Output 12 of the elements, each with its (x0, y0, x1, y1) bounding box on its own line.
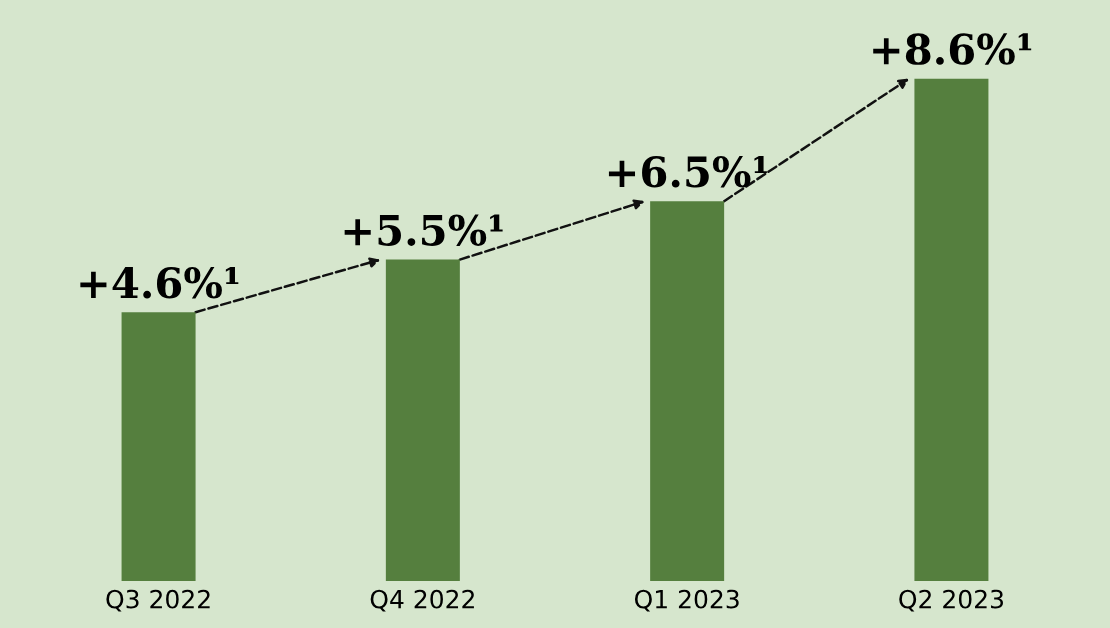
x-tick-label: Q1 2023 (634, 589, 739, 612)
x-tick-label: Q3 2022 (106, 589, 210, 612)
x-tick-label: Q2 2023 (899, 589, 1003, 612)
bar (385, 259, 460, 581)
data-label: +5.5%¹ (344, 214, 503, 246)
data-label: +8.6%¹ (873, 33, 1032, 65)
bar (914, 78, 989, 581)
data-label: +4.6%¹ (80, 267, 239, 299)
data-label: +6.5%¹ (608, 156, 767, 188)
bar (650, 201, 725, 581)
x-tick-label: Q4 2022 (370, 589, 474, 612)
bar (121, 312, 196, 581)
